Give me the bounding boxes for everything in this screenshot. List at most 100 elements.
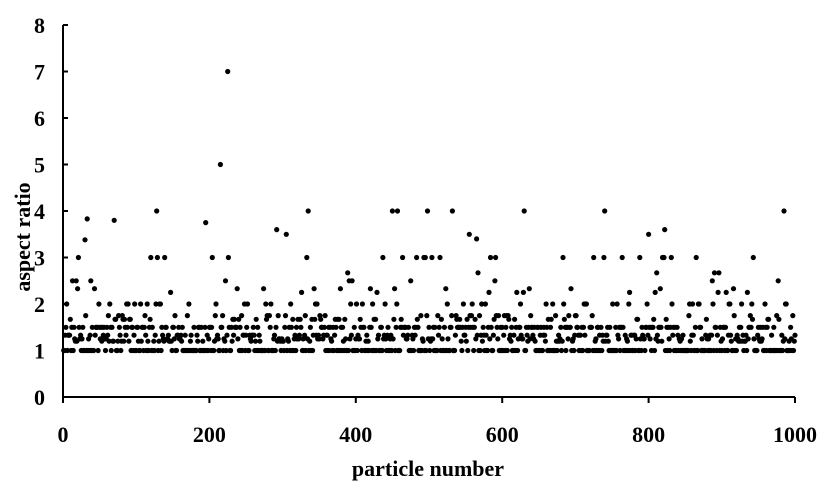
data-point <box>414 254 420 261</box>
data-point <box>583 301 590 307</box>
data-point <box>235 336 241 342</box>
data-point <box>184 313 190 319</box>
data-point <box>593 336 599 342</box>
data-point <box>351 324 357 330</box>
data-point <box>182 332 188 338</box>
data-point <box>76 324 82 330</box>
data-point <box>349 278 355 284</box>
data-point <box>739 301 745 307</box>
data-point <box>211 347 217 354</box>
y-tick-label: 6 <box>34 106 45 131</box>
data-point <box>305 208 311 214</box>
data-point <box>520 289 527 295</box>
data-point <box>229 338 235 344</box>
data-point <box>389 208 395 214</box>
data-point <box>104 324 110 330</box>
data-point <box>528 313 534 319</box>
data-point <box>553 313 559 319</box>
data-point <box>582 332 588 338</box>
data-point <box>302 332 308 338</box>
data-point <box>511 316 518 322</box>
data-point <box>361 324 367 330</box>
data-point <box>499 324 505 330</box>
data-point <box>462 332 468 338</box>
data-point <box>487 336 493 342</box>
data-point <box>158 347 164 354</box>
data-point <box>507 332 513 338</box>
data-point <box>554 347 560 354</box>
y-tick-label: 1 <box>34 339 45 364</box>
data-point <box>282 313 289 319</box>
data-point <box>716 270 722 276</box>
data-point <box>321 324 327 330</box>
data-point <box>194 332 200 338</box>
x-tick-label: 200 <box>193 422 226 447</box>
data-point <box>547 324 554 330</box>
data-point <box>515 347 521 354</box>
data-point <box>110 338 117 344</box>
data-point <box>179 338 185 344</box>
data-point <box>452 332 458 338</box>
data-point <box>662 227 668 233</box>
data-point <box>142 313 148 319</box>
data-point <box>614 301 620 307</box>
data-point <box>266 313 272 319</box>
data-point <box>82 237 88 243</box>
x-tick-label: 400 <box>339 422 372 447</box>
data-point <box>474 332 480 338</box>
data-point <box>490 332 496 338</box>
data-point <box>783 301 789 307</box>
data-point <box>337 286 343 292</box>
data-point <box>171 336 177 342</box>
data-point <box>586 347 592 354</box>
data-point <box>445 336 451 342</box>
data-point <box>322 313 328 319</box>
data-point <box>283 231 289 237</box>
data-point <box>250 324 256 330</box>
data-point <box>220 313 226 319</box>
data-point <box>526 286 532 292</box>
data-point <box>91 286 98 292</box>
data-point <box>274 227 280 233</box>
data-point <box>501 332 507 338</box>
data-point <box>458 338 464 344</box>
data-point <box>117 332 123 338</box>
data-point <box>589 313 595 319</box>
data-point <box>311 286 317 292</box>
data-point <box>666 336 672 342</box>
y-tick-label: 5 <box>34 153 45 178</box>
data-point <box>293 347 299 354</box>
data-point <box>487 254 494 261</box>
data-point <box>663 316 669 322</box>
data-point <box>577 332 584 338</box>
data-point <box>212 313 218 319</box>
data-point <box>616 336 622 342</box>
data-point <box>495 336 501 342</box>
data-point <box>790 313 796 319</box>
data-point <box>651 347 658 354</box>
data-point <box>482 301 488 307</box>
data-point <box>488 324 494 330</box>
data-point <box>613 324 619 330</box>
data-point <box>463 338 469 344</box>
data-point <box>692 324 699 330</box>
data-point <box>521 208 527 214</box>
y-tick-label: 2 <box>34 292 45 317</box>
data-point <box>138 301 144 307</box>
data-point <box>601 254 607 261</box>
data-point <box>141 324 147 330</box>
data-point <box>412 332 418 338</box>
data-point <box>233 324 240 330</box>
data-point <box>340 324 346 330</box>
data-point <box>191 324 197 330</box>
data-point <box>384 332 390 338</box>
data-point <box>776 316 782 322</box>
data-point <box>129 324 136 330</box>
data-point <box>486 289 492 295</box>
data-point <box>316 336 322 342</box>
data-point <box>711 270 718 276</box>
data-point <box>222 338 228 344</box>
data-point <box>125 301 131 307</box>
data-point <box>223 347 229 354</box>
data-point <box>658 324 664 330</box>
